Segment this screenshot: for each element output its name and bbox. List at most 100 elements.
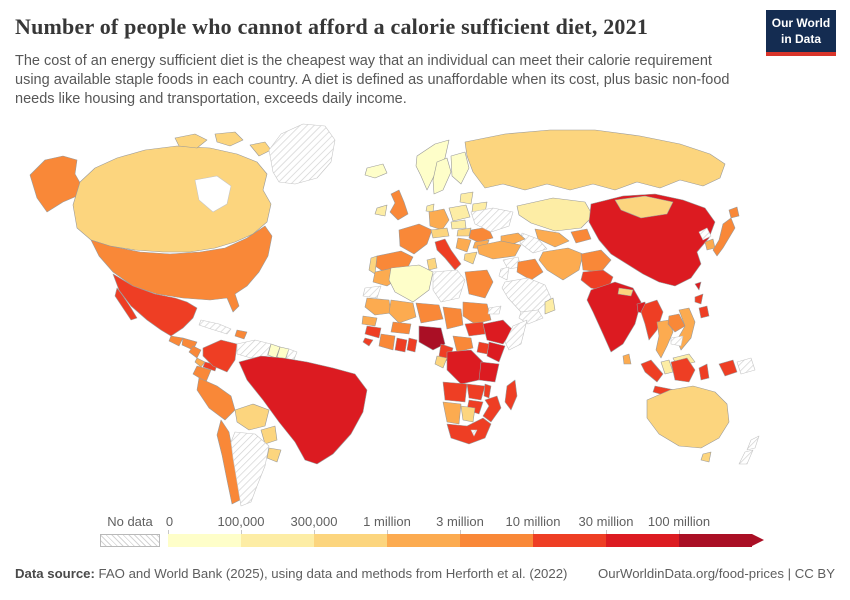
country-sudan[interactable] (462, 301, 492, 325)
country-cuba[interactable] (198, 319, 232, 335)
country-czechia[interactable] (450, 219, 467, 230)
country-united-kingdom[interactable] (389, 189, 409, 221)
country-algeria[interactable] (388, 264, 434, 303)
country-united-states[interactable] (90, 225, 273, 313)
country-turkmenistan[interactable] (519, 232, 548, 254)
country-oman[interactable] (544, 297, 556, 315)
country-philippines-mindanao[interactable] (698, 305, 710, 319)
country-peru[interactable] (196, 377, 236, 421)
country-ghana[interactable] (394, 337, 408, 353)
country-malawi[interactable] (483, 383, 492, 399)
country-ivory-coast[interactable] (378, 333, 396, 351)
country-azerbaijan[interactable] (500, 232, 526, 245)
country-latvia[interactable] (459, 191, 474, 205)
country-gabon[interactable] (434, 355, 448, 369)
country-poland[interactable] (448, 204, 471, 222)
country-benin[interactable] (406, 337, 418, 353)
country-colombia[interactable] (202, 339, 238, 373)
country-tanzania[interactable] (478, 361, 500, 383)
owid-logo[interactable]: Our World in Data (766, 10, 836, 57)
country-indonesia-sulawesi[interactable] (698, 363, 710, 381)
country-tunisia[interactable] (426, 257, 438, 271)
legend-segment[interactable] (168, 534, 241, 547)
country-madagascar[interactable] (504, 379, 518, 411)
country-namibia[interactable] (442, 401, 462, 425)
country-dr-congo[interactable] (446, 349, 484, 385)
legend-bar[interactable] (168, 530, 768, 547)
country-eritrea[interactable] (487, 305, 502, 315)
country-bolivia[interactable] (234, 403, 270, 431)
country-finland[interactable] (450, 151, 470, 185)
country-serbia[interactable] (455, 237, 472, 253)
country-canada[interactable] (72, 145, 272, 253)
country-japan[interactable] (712, 217, 736, 257)
country-western-sahara[interactable] (362, 285, 382, 299)
country-senegal[interactable] (361, 315, 378, 327)
country-cambodia[interactable] (670, 335, 684, 347)
country-mozambique[interactable] (482, 395, 502, 423)
country-nigeria[interactable] (418, 325, 446, 351)
country-indonesia-papua[interactable] (718, 359, 738, 377)
country-kazakhstan[interactable] (516, 197, 594, 232)
country-mexico[interactable] (112, 273, 198, 337)
country-france[interactable] (398, 223, 433, 255)
country-egypt[interactable] (464, 269, 494, 299)
country-guinea[interactable] (364, 325, 382, 339)
country-sweden[interactable] (432, 157, 452, 195)
country-china[interactable] (588, 193, 716, 287)
country-australia-tasmania[interactable] (700, 451, 712, 463)
country-new-zealand-south[interactable] (738, 449, 754, 465)
country-italy[interactable] (434, 238, 462, 271)
legend-segment[interactable] (387, 534, 460, 547)
country-south-africa[interactable] (446, 417, 492, 445)
country-japan-hokkaido[interactable] (728, 206, 740, 219)
country-indonesia-sumatra[interactable] (640, 359, 664, 383)
country-kyrgyzstan[interactable] (570, 228, 592, 244)
country-philippines-luzon[interactable] (694, 293, 704, 305)
country-yemen[interactable] (518, 309, 544, 325)
country-guatemala[interactable] (168, 335, 184, 347)
country-laos[interactable] (667, 313, 686, 333)
country-venezuela[interactable] (236, 339, 272, 359)
legend-segment[interactable] (241, 534, 314, 547)
legend-segment[interactable] (679, 534, 752, 547)
country-hungary[interactable] (456, 227, 472, 237)
country-canada-arctic-2[interactable] (214, 131, 244, 147)
country-nepal[interactable] (617, 287, 634, 297)
country-greenland[interactable] (268, 123, 336, 185)
country-north-korea[interactable] (698, 227, 712, 241)
country-niger[interactable] (415, 302, 444, 324)
country-ireland[interactable] (374, 204, 388, 217)
country-chad[interactable] (442, 306, 464, 330)
country-denmark[interactable] (425, 203, 435, 213)
country-lesotho[interactable] (470, 429, 478, 437)
country-uganda[interactable] (476, 341, 490, 355)
country-libya[interactable] (432, 269, 466, 303)
country-canada-arctic-3[interactable] (249, 141, 272, 157)
country-taiwan[interactable] (694, 281, 702, 291)
country-russia[interactable] (464, 129, 726, 191)
country-papua-new-guinea[interactable] (736, 357, 756, 375)
country-iran[interactable] (538, 247, 584, 281)
country-botswana[interactable] (460, 405, 476, 423)
country-austria[interactable] (430, 227, 450, 239)
country-turkey[interactable] (476, 240, 522, 260)
country-dominican-republic[interactable] (234, 329, 248, 340)
license-link[interactable]: OurWorldinData.org/food-prices | CC BY (598, 566, 835, 581)
country-myanmar[interactable] (640, 299, 664, 341)
country-iraq[interactable] (516, 258, 544, 281)
country-india[interactable] (586, 281, 642, 353)
country-angola[interactable] (442, 381, 468, 403)
country-ukraine[interactable] (470, 207, 514, 233)
country-jordan[interactable] (498, 266, 510, 281)
legend-segment[interactable] (533, 534, 606, 547)
country-brazil[interactable] (238, 355, 368, 465)
country-mauritania[interactable] (364, 297, 392, 316)
country-central-african-republic[interactable] (452, 335, 474, 353)
legend-no-data-swatch[interactable] (100, 534, 160, 547)
country-afghanistan[interactable] (580, 249, 612, 273)
country-germany[interactable] (428, 208, 450, 231)
country-uzbekistan[interactable] (534, 228, 570, 248)
country-indonesia-kalimantan[interactable] (670, 357, 696, 383)
country-sri-lanka[interactable] (622, 353, 632, 365)
